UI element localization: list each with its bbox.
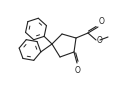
Text: O: O [97, 36, 103, 45]
Text: O: O [75, 66, 80, 75]
Text: O: O [99, 17, 105, 26]
